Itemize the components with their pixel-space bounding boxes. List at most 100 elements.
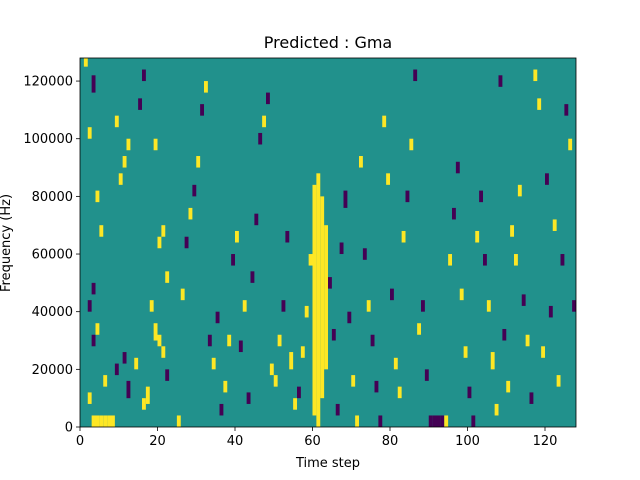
- heatmap-cell: [378, 415, 383, 427]
- heatmap-cell: [176, 415, 181, 427]
- heatmap-cell: [95, 190, 100, 203]
- heatmap-cell: [231, 254, 236, 266]
- x-tick-label: 20: [149, 434, 166, 449]
- heatmap-cell: [517, 184, 522, 197]
- heatmap-cell: [316, 173, 321, 427]
- heatmap-cell: [475, 230, 480, 243]
- heatmap-cell: [335, 403, 340, 416]
- heatmap-cell: [444, 415, 449, 427]
- heatmap-cell: [161, 346, 166, 358]
- heatmap-cell: [572, 300, 577, 312]
- heatmap-cells: [83, 58, 577, 427]
- heatmap-cell: [320, 196, 325, 399]
- heatmap-cell: [95, 415, 100, 427]
- heatmap-cell: [521, 294, 526, 306]
- heatmap-cell: [242, 300, 247, 312]
- heatmap-cell: [223, 380, 228, 393]
- heatmap-cell: [560, 254, 565, 266]
- heatmap-cell: [417, 323, 422, 335]
- heatmap-cell: [533, 69, 538, 82]
- heatmap-cell: [506, 380, 511, 393]
- heatmap-cell: [207, 334, 212, 347]
- heatmap-cell: [386, 173, 391, 185]
- heatmap-cell: [428, 415, 433, 427]
- heatmap-cell: [545, 173, 549, 185]
- heatmap-cell: [351, 375, 356, 387]
- heatmap-cell: [165, 369, 170, 381]
- heatmap-cell: [254, 213, 259, 226]
- heatmap-cell: [184, 236, 189, 249]
- heatmap-cell: [126, 138, 131, 151]
- heatmap-cell: [238, 340, 243, 353]
- heatmap-cell: [486, 300, 491, 312]
- heatmap-cell: [165, 271, 170, 283]
- heatmap-cell: [107, 415, 112, 427]
- heatmap-cell: [149, 300, 154, 312]
- heatmap-cell: [153, 138, 158, 151]
- heatmap-cell: [308, 254, 313, 266]
- heatmap-cell: [440, 415, 445, 427]
- heatmap-cell: [145, 386, 150, 404]
- heatmap-cell: [355, 415, 360, 427]
- heatmap-cell: [552, 219, 557, 231]
- heatmap-cell: [142, 69, 146, 82]
- heatmap-cell: [436, 415, 441, 427]
- heatmap-cell: [235, 230, 239, 243]
- heatmap-cell: [269, 363, 274, 376]
- heatmap-cell: [448, 254, 453, 266]
- heatmap-cell: [215, 311, 220, 324]
- x-tick-label: 60: [304, 434, 321, 449]
- heatmap-cell: [281, 300, 286, 312]
- heatmap-cell: [479, 190, 484, 203]
- heatmap-cell: [393, 357, 398, 370]
- heatmap-cell: [362, 248, 367, 260]
- heatmap-cell: [455, 161, 460, 174]
- heatmap-cell: [204, 81, 208, 93]
- heatmap-cell: [142, 398, 146, 410]
- heatmap-cell: [359, 156, 363, 168]
- heatmap-plot-area: [79, 57, 577, 428]
- heatmap-cell: [483, 254, 487, 266]
- heatmap-cell: [250, 271, 255, 283]
- heatmap-cell: [510, 225, 515, 237]
- heatmap-cell: [196, 156, 201, 168]
- heatmap-cell: [564, 104, 569, 116]
- chart-title: Predicted : Gma: [264, 33, 392, 52]
- heatmap-cell: [541, 346, 546, 358]
- y-tick-label: 40000: [32, 305, 73, 320]
- x-axis-ticks: 0 20 40 60 80 100 120: [76, 427, 557, 449]
- heatmap-cell: [161, 225, 166, 237]
- heatmap-cell: [91, 415, 96, 427]
- heatmap-cell: [180, 288, 185, 301]
- heatmap-cell: [87, 127, 92, 139]
- y-tick-label: 60000: [32, 248, 73, 263]
- heatmap-cell: [331, 328, 336, 341]
- heatmap-cell: [401, 230, 406, 243]
- heatmap-cell: [471, 415, 476, 427]
- heatmap-cell: [556, 375, 561, 387]
- heatmap-cell: [397, 386, 402, 399]
- heatmap-cell: [87, 300, 92, 312]
- y-tick-label: 0: [65, 421, 73, 436]
- heatmap-cell: [118, 173, 123, 185]
- x-tick-label: 40: [227, 434, 244, 449]
- heatmap-cell: [111, 415, 115, 427]
- heatmap-cell: [246, 392, 251, 404]
- heatmap-cell: [227, 334, 232, 347]
- heatmap-cell: [103, 375, 108, 387]
- x-tick-label: 80: [382, 434, 399, 449]
- heatmap-cell: [122, 156, 127, 168]
- heatmap-cell: [300, 346, 305, 358]
- heatmap-cell: [188, 207, 193, 220]
- heatmap-cell: [421, 300, 425, 312]
- heatmap-cell: [219, 403, 224, 416]
- heatmap-cell: [490, 352, 495, 370]
- heatmap-cell: [262, 115, 267, 128]
- heatmap-cell: [157, 236, 162, 249]
- heatmap-cell: [432, 415, 437, 427]
- heatmap-cell: [343, 190, 348, 208]
- heatmap-cell: [494, 403, 499, 416]
- heatmap-cell: [312, 184, 317, 416]
- heatmap-cell: [463, 346, 468, 358]
